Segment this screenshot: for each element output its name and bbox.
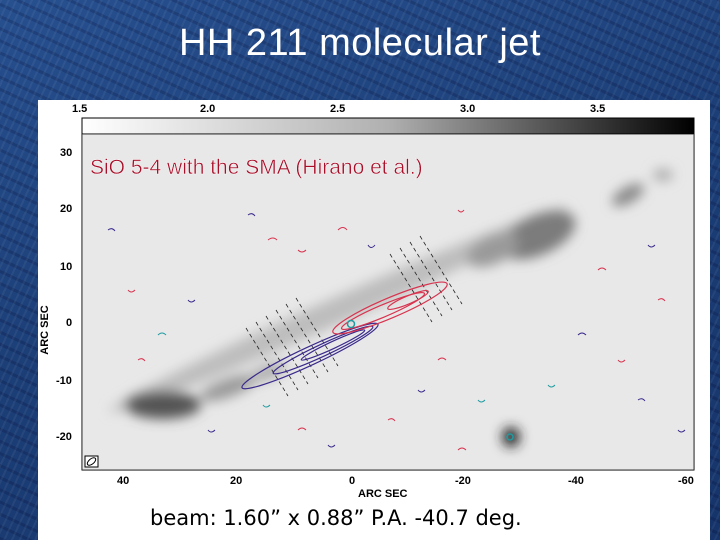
- beam-marker: [84, 455, 99, 468]
- x-tick: -20: [455, 475, 471, 487]
- y-tick: 30: [60, 147, 72, 159]
- x-tick: -40: [568, 475, 584, 487]
- y-tick: 10: [60, 261, 72, 273]
- x-axis: 40 20 0 -20 -40 -60 ARC SEC: [117, 475, 694, 500]
- y-axis: 30 20 10 0 -10 -20 ARC SEC: [39, 147, 72, 443]
- x-tick: 20: [230, 475, 242, 487]
- x-axis-label: ARC SEC: [358, 488, 408, 500]
- beam-caption: beam: 1.60” x 0.88” P.A. -40.7 deg.: [150, 506, 522, 530]
- overlay-label: SiO 5-4 with the SMA (Hirano et al.): [90, 156, 423, 179]
- colorbar-ticks: 1.5 2.0 2.5 3.0 3.5: [72, 103, 605, 115]
- colorbar-tick: 3.0: [460, 103, 475, 115]
- y-axis-label: ARC SEC: [39, 305, 51, 355]
- x-tick: 0: [349, 475, 355, 487]
- colorbar-tick: 2.0: [200, 103, 215, 115]
- blueshifted-contours: [241, 322, 379, 390]
- y-tick: -10: [56, 375, 72, 387]
- noise-contours: [107, 209, 686, 451]
- colorbar-tick: 2.5: [330, 103, 345, 115]
- jet-emission: [109, 169, 673, 447]
- y-tick: 0: [66, 317, 72, 329]
- redshifted-contours: [332, 281, 448, 335]
- y-tick: -20: [56, 431, 72, 443]
- slide-title: HH 211 molecular jet: [178, 22, 541, 64]
- x-tick: 40: [117, 475, 129, 487]
- colorbar-tick: 3.5: [590, 103, 605, 115]
- y-tick: 20: [60, 203, 72, 215]
- central-source: [346, 319, 514, 441]
- colorbar: [82, 118, 694, 134]
- astronomy-figure: 1.5 2.0 2.5 3.0 3.5: [38, 100, 710, 540]
- figure-canvas: 1.5 2.0 2.5 3.0 3.5: [39, 103, 695, 500]
- image-panel: SiO 5-4 with the SMA (Hirano et al.): [81, 133, 695, 471]
- colorbar-tick: 1.5: [72, 103, 87, 115]
- x-tick: -60: [678, 475, 694, 487]
